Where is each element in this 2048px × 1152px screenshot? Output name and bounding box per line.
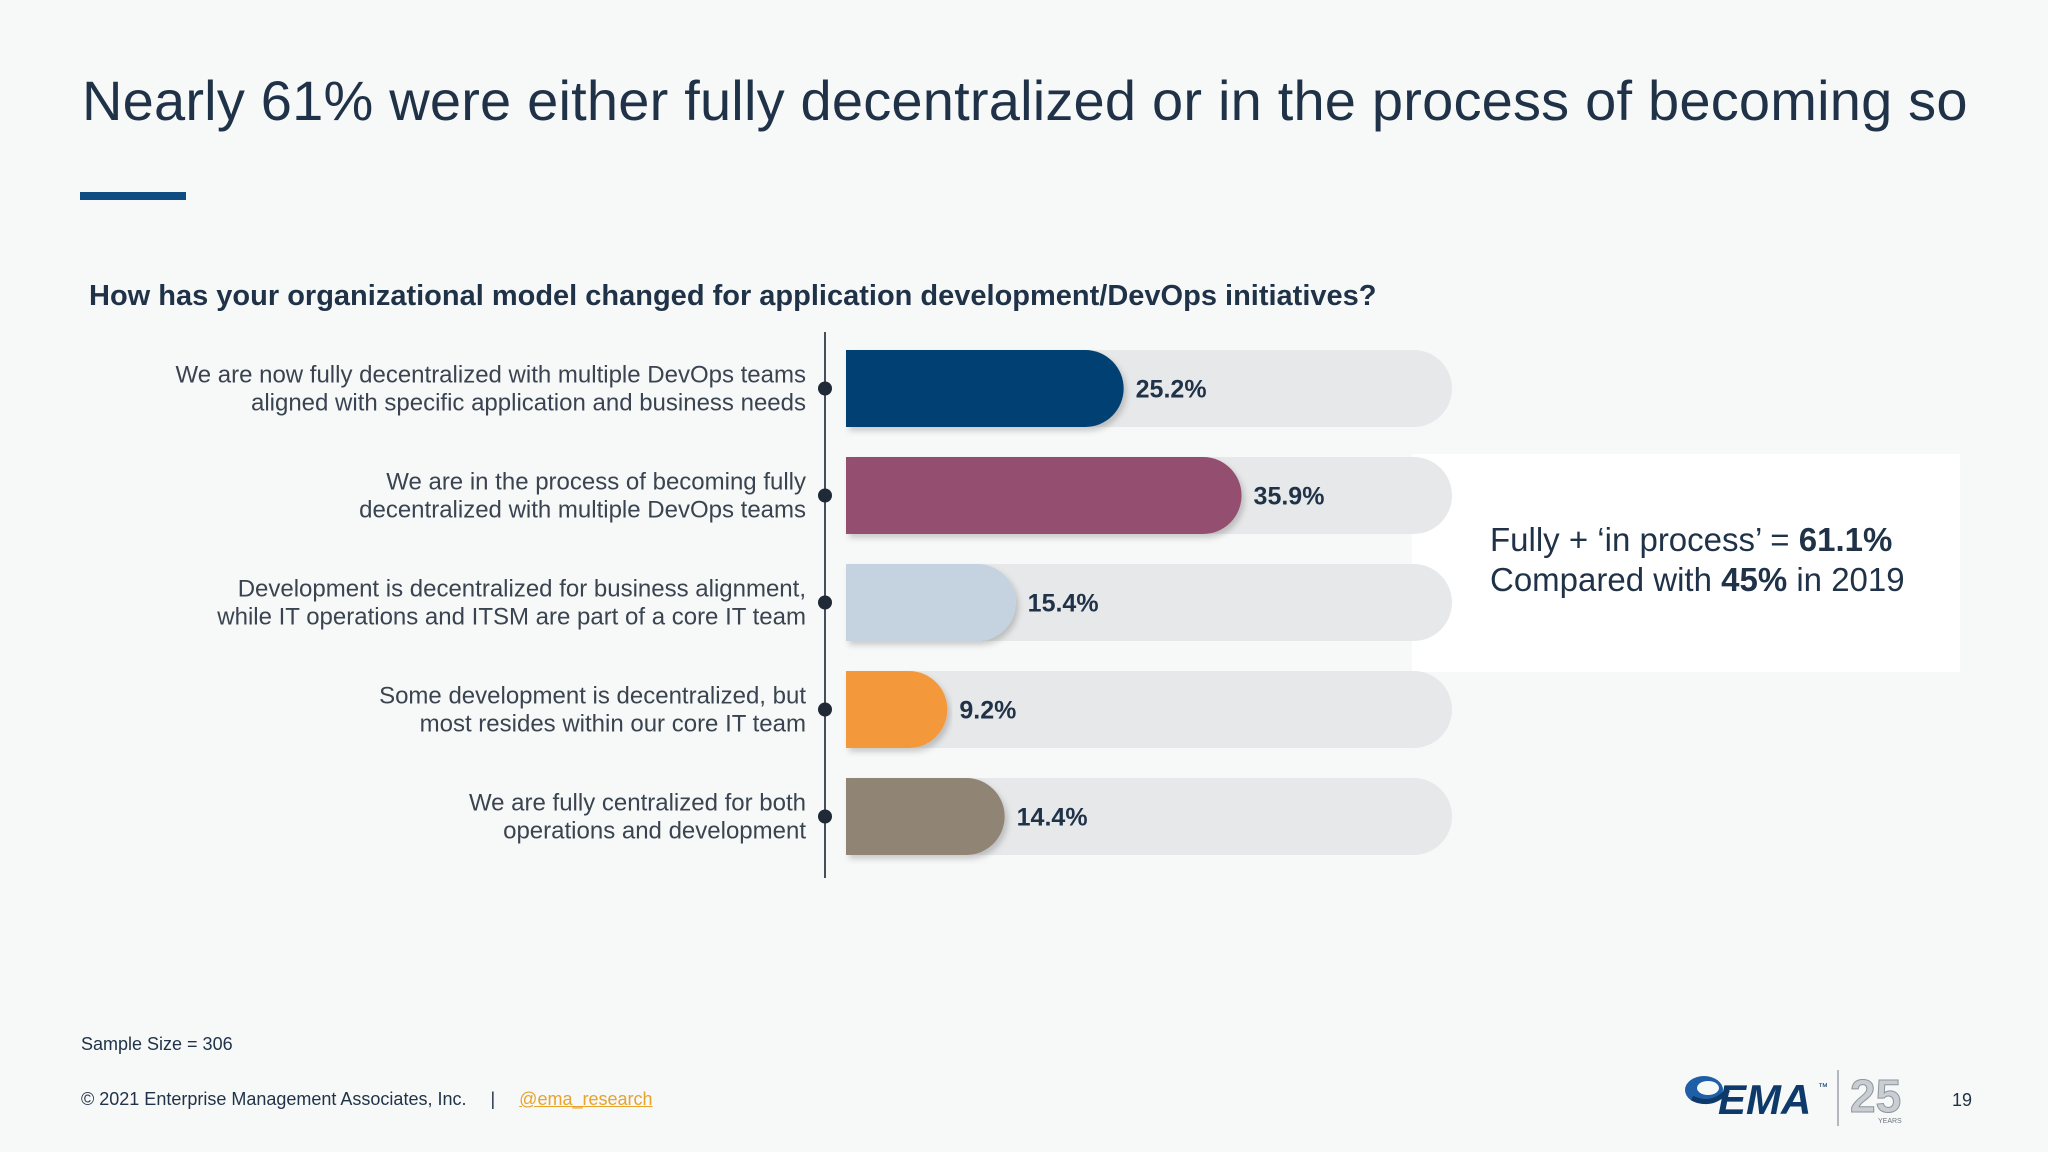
slide-title: Nearly 61% were either fully decentraliz… bbox=[82, 69, 1968, 132]
title-accent-line bbox=[80, 192, 186, 200]
axis-tick-dot bbox=[818, 488, 832, 503]
callout-line-2: Compared with 45% in 2019 bbox=[1490, 560, 1905, 600]
callout-line-2-value: 45% bbox=[1721, 561, 1788, 598]
callout-text: Fully + ‘in process’ = 61.1% Compared wi… bbox=[1490, 520, 1905, 600]
value-label: 25.2% bbox=[1136, 376, 1207, 404]
category-label-line: while IT operations and ITSM are part of… bbox=[216, 604, 806, 631]
value-label: 9.2% bbox=[959, 697, 1016, 725]
category-label: We are now fully decentralized with mult… bbox=[176, 362, 807, 417]
axis-tick-dot bbox=[818, 702, 832, 717]
callout-line-2-suffix: in 2019 bbox=[1787, 561, 1905, 598]
category-label-line: We are in the process of becoming fully bbox=[386, 469, 806, 496]
twitter-handle-link[interactable]: @ema_research bbox=[519, 1089, 653, 1109]
bar bbox=[846, 457, 1242, 534]
ema-brand-text: EMA bbox=[1718, 1076, 1811, 1123]
ema-25-years-logo: EMA ™ 25 YEARS bbox=[1685, 1070, 1902, 1126]
ema-trademark: ™ bbox=[1818, 1082, 1828, 1093]
anniversary-years: YEARS bbox=[1878, 1118, 1902, 1125]
axis-tick-dot bbox=[818, 595, 832, 610]
category-label-line: most resides within our core IT team bbox=[420, 711, 806, 738]
axis-tick-dot bbox=[818, 809, 832, 824]
bar bbox=[846, 671, 948, 748]
category-label-line: We are fully centralized for both bbox=[469, 790, 806, 817]
category-label-line: Some development is decentralized, but bbox=[379, 683, 806, 710]
page-number: 19 bbox=[1952, 1090, 1973, 1110]
bar bbox=[846, 778, 1005, 855]
footer-separator: | bbox=[490, 1089, 496, 1109]
callout-box bbox=[1412, 454, 1960, 672]
callout-line-1: Fully + ‘in process’ = 61.1% bbox=[1490, 520, 1905, 560]
anniversary-number: 25 bbox=[1850, 1070, 1901, 1122]
axis-ticks bbox=[818, 381, 832, 824]
copyright: © 2021 Enterprise Management Associates,… bbox=[81, 1089, 467, 1109]
category-label-line: We are now fully decentralized with mult… bbox=[176, 362, 807, 389]
bars bbox=[846, 350, 1242, 855]
value-label: 15.4% bbox=[1028, 590, 1099, 618]
ema-swoosh-icon bbox=[1685, 1076, 1730, 1105]
callout-line-1-value: 61.1% bbox=[1798, 521, 1893, 558]
category-label: Development is decentralized for busines… bbox=[216, 576, 806, 631]
bar bbox=[846, 350, 1124, 427]
bar-track bbox=[846, 671, 1452, 748]
callout-line-1-prefix: Fully + ‘in process’ = bbox=[1490, 521, 1799, 558]
category-label: We are fully centralized for both operati… bbox=[469, 790, 806, 845]
footer: © 2021 Enterprise Management Associates,… bbox=[81, 1089, 653, 1110]
value-label: 35.9% bbox=[1254, 483, 1325, 511]
sample-size: Sample Size = 306 bbox=[81, 1034, 233, 1054]
category-labels: We are now fully decentralized with mult… bbox=[176, 362, 807, 845]
category-label-line: operations and development bbox=[503, 818, 806, 845]
value-labels: 25.2% 35.9% 15.4% 9.2% 14.4% bbox=[959, 376, 1324, 832]
category-label-line: Development is decentralized for busines… bbox=[238, 576, 806, 603]
axis-tick-dot bbox=[818, 381, 832, 396]
category-label-line: decentralized with multiple DevOps teams bbox=[359, 497, 806, 524]
value-label: 14.4% bbox=[1017, 804, 1088, 832]
category-label: We are in the process of becoming fully d… bbox=[359, 469, 806, 524]
chart-title: How has your organizational model change… bbox=[89, 280, 1377, 312]
category-label: Some development is decentralized, but mo… bbox=[379, 683, 806, 738]
category-label-line: aligned with specific application and bu… bbox=[251, 390, 806, 417]
bar bbox=[846, 564, 1016, 641]
callout-line-2-prefix: Compared with bbox=[1490, 561, 1722, 598]
